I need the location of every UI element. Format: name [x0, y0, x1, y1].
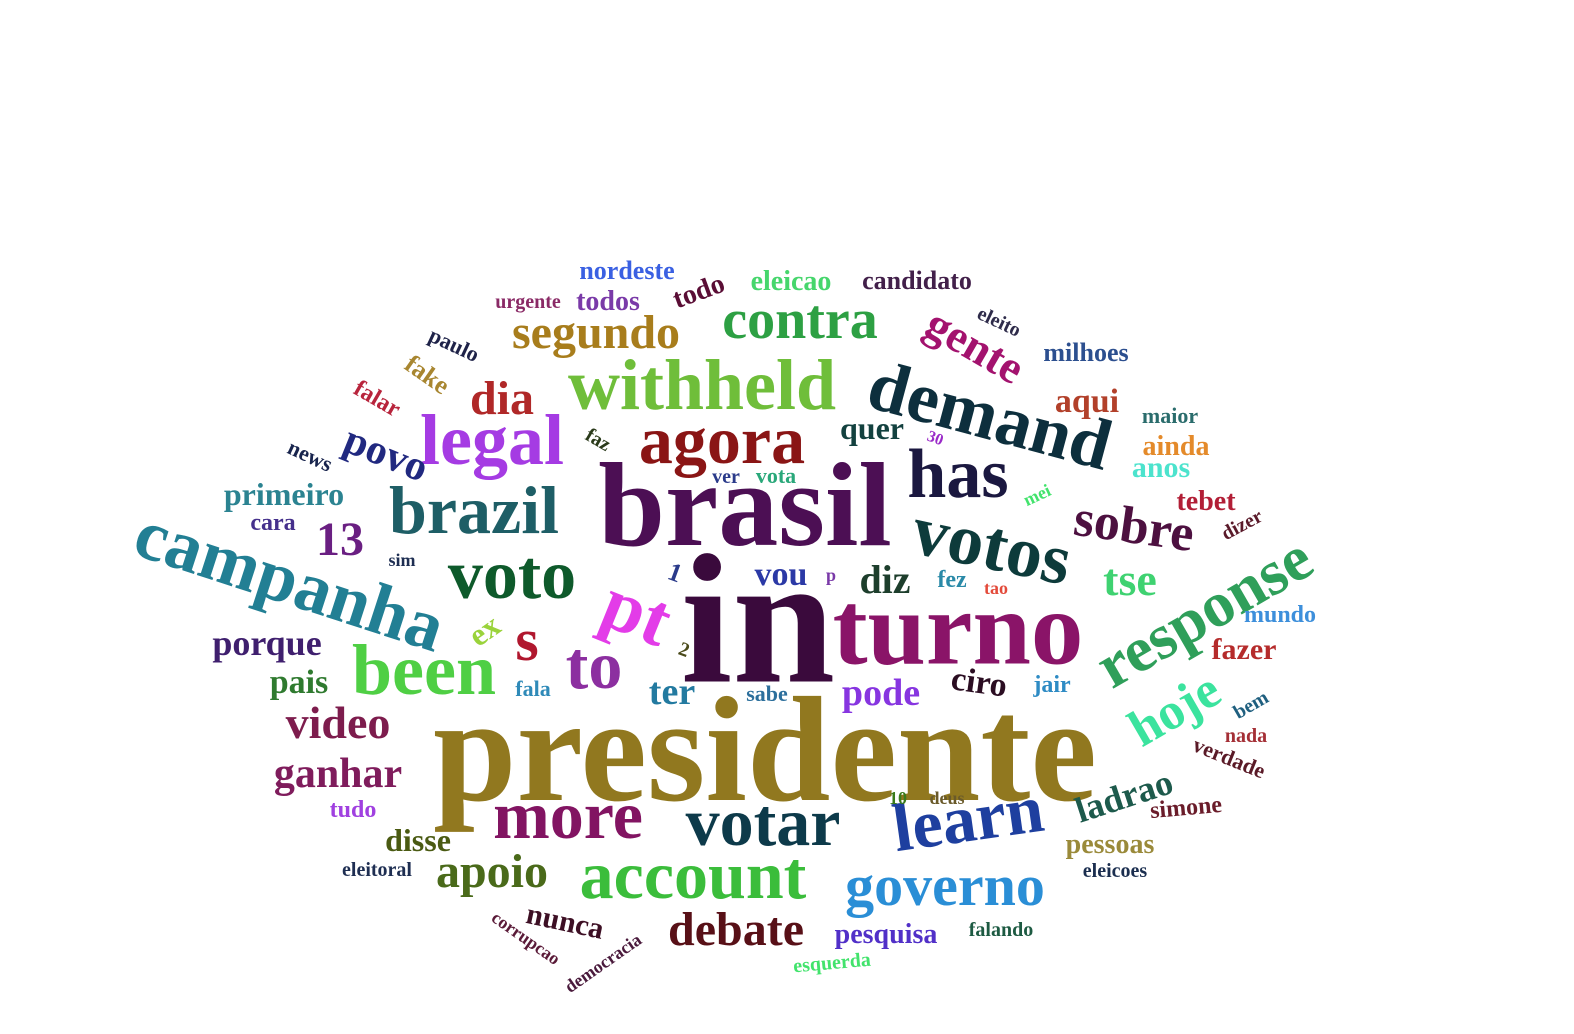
cloud-word: bem: [1229, 686, 1273, 724]
cloud-word: porque: [212, 623, 322, 663]
cloud-word: apoio: [435, 845, 549, 898]
cloud-word: pessoas: [1065, 829, 1155, 860]
cloud-word: ainda: [1142, 431, 1210, 462]
cloud-word: fala: [515, 676, 551, 701]
cloud-word: anos: [1131, 451, 1191, 484]
cloud-word: jair: [1033, 672, 1071, 698]
cloud-word: fez: [937, 567, 967, 593]
cloud-word: been: [352, 630, 496, 710]
cloud-word: vou: [754, 556, 808, 593]
cloud-word: esquerda: [792, 948, 872, 978]
cloud-word: aqui: [1054, 383, 1120, 420]
cloud-word: eleicoes: [1082, 860, 1148, 882]
cloud-word: learn: [887, 769, 1049, 867]
cloud-word: 13: [316, 513, 364, 566]
cloud-word: has: [907, 436, 1009, 513]
cloud-word: debate: [668, 903, 804, 956]
cloud-word: governo: [845, 853, 1045, 918]
cloud-word: votar: [685, 784, 841, 860]
cloud-word: paulo: [425, 322, 484, 367]
cloud-word: sim: [388, 550, 416, 570]
cloud-word: withheld: [567, 345, 837, 425]
cloud-word: tao: [984, 578, 1008, 598]
cloud-word: nada: [1224, 725, 1268, 747]
cloud-word: ganhar: [273, 751, 403, 797]
cloud-word: candidato: [862, 266, 972, 295]
cloud-word: contra: [722, 289, 878, 351]
cloud-word: eleicao: [750, 266, 832, 297]
cloud-word: fazer: [1211, 633, 1277, 666]
cloud-word: dia: [469, 372, 535, 425]
cloud-word: maior: [1141, 403, 1199, 428]
cloud-word: fake: [399, 349, 456, 401]
cloud-word: ver: [712, 466, 740, 488]
cloud-word: diz: [859, 557, 911, 602]
cloud-word: falando: [968, 919, 1034, 941]
cloud-word: pesquisa: [834, 919, 938, 950]
cloud-word: news: [283, 434, 337, 477]
cloud-word: ter: [648, 671, 696, 713]
cloud-word: ciro: [948, 660, 1010, 705]
cloud-word: disse: [385, 822, 451, 858]
cloud-word: todos: [576, 286, 640, 317]
cloud-word: brazil: [389, 472, 559, 548]
cloud-word: more: [493, 777, 643, 853]
cloud-word: pode: [841, 672, 921, 714]
cloud-word: voto: [447, 537, 577, 614]
cloud-word: vota: [755, 463, 797, 488]
cloud-word: deus: [929, 788, 965, 808]
cloud-word: video: [285, 697, 391, 748]
cloud-word: mundo: [1243, 602, 1317, 628]
cloud-word: pais: [269, 664, 329, 701]
cloud-word: nordeste: [579, 256, 675, 285]
cloud-word: to: [565, 627, 623, 703]
cloud-word: legal: [420, 400, 564, 480]
cloud-word: tse: [1103, 554, 1157, 605]
cloud-word: tudo: [329, 797, 377, 823]
cloud-word: sabe: [746, 681, 788, 706]
cloud-word: falar: [349, 375, 405, 423]
cloud-word: turno: [832, 569, 1084, 687]
cloud-word: account: [579, 837, 807, 913]
cloud-word: simone: [1149, 791, 1223, 825]
cloud-word: quer: [840, 410, 904, 446]
cloud-word: agora: [638, 402, 806, 478]
cloud-word: segundo: [511, 306, 681, 359]
cloud-word: presidente: [433, 667, 1097, 833]
cloud-word: cara: [250, 510, 296, 536]
cloud-word: urgente: [495, 291, 561, 313]
cloud-word: p: [825, 565, 837, 585]
cloud-word: mei: [1020, 480, 1054, 510]
cloud-word: s: [515, 607, 539, 673]
cloud-word: in: [680, 517, 836, 723]
cloud-word: tebet: [1176, 486, 1236, 517]
cloud-word: eleitoral: [342, 859, 412, 881]
cloud-word: primeiro: [223, 476, 345, 512]
cloud-word: milhoes: [1043, 338, 1129, 367]
cloud-word: 10: [889, 788, 907, 808]
cloud-word: todo: [668, 267, 729, 316]
cloud-word: brasil: [598, 438, 892, 571]
